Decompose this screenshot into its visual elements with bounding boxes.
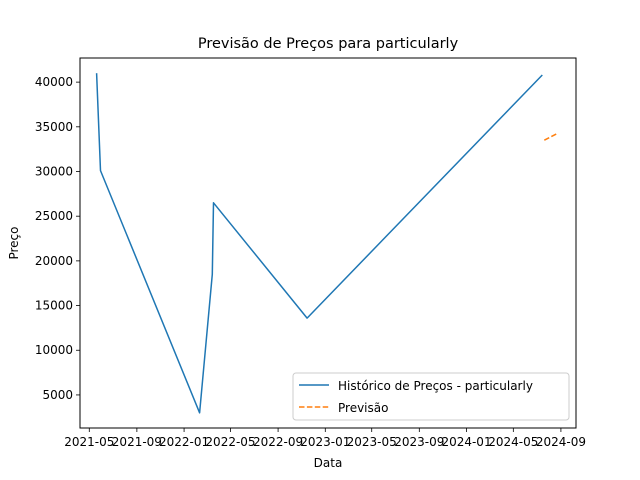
y-tick-label: 30000 — [35, 165, 73, 179]
plot-area — [79, 57, 577, 429]
y-tick-label: 35000 — [35, 120, 73, 134]
series-line-1 — [543, 133, 557, 141]
series-layer — [95, 73, 557, 414]
x-tick-label: 2023-01 — [300, 435, 350, 449]
x-tick-label: 2024-09 — [536, 435, 586, 449]
x-tick-label: 2024-05 — [488, 435, 538, 449]
x-tick-label: 2022-09 — [253, 435, 303, 449]
x-tick-label: 2022-01 — [159, 435, 209, 449]
series-line-0 — [95, 73, 543, 414]
y-tick-label: 10000 — [35, 343, 73, 357]
x-axis: 2021-052021-092022-012022-052022-092023-… — [64, 428, 586, 449]
x-tick-label: 2021-09 — [112, 435, 162, 449]
y-axis: 5000 10000 15000 20000 25000 30000 35000 40000 — [35, 75, 80, 402]
y-tick-label: 25000 — [35, 209, 73, 223]
y-tick-label: 40000 — [35, 75, 73, 89]
y-tick-label: 20000 — [35, 254, 73, 268]
legend: Histórico de Preços - particularly Previ… — [292, 372, 570, 421]
y-axis-label: Preço — [7, 226, 21, 259]
plot-frame — [79, 57, 577, 429]
chart-title: Previsão de Preços para particularly — [198, 36, 459, 52]
y-tick-label: 5000 — [42, 388, 73, 402]
x-tick-label: 2024-01 — [441, 435, 491, 449]
x-tick-label: 2023-09 — [394, 435, 444, 449]
legend-label-previsao: Previsão — [338, 401, 388, 415]
y-tick-label: 15000 — [35, 299, 73, 313]
x-tick-label: 2023-05 — [347, 435, 397, 449]
x-tick-label: 2021-05 — [64, 435, 114, 449]
legend-label-historico: Histórico de Preços - particularly — [338, 379, 533, 393]
legend-box — [292, 372, 570, 421]
x-tick-label: 2022-05 — [205, 435, 255, 449]
x-axis-label: Data — [314, 456, 343, 470]
